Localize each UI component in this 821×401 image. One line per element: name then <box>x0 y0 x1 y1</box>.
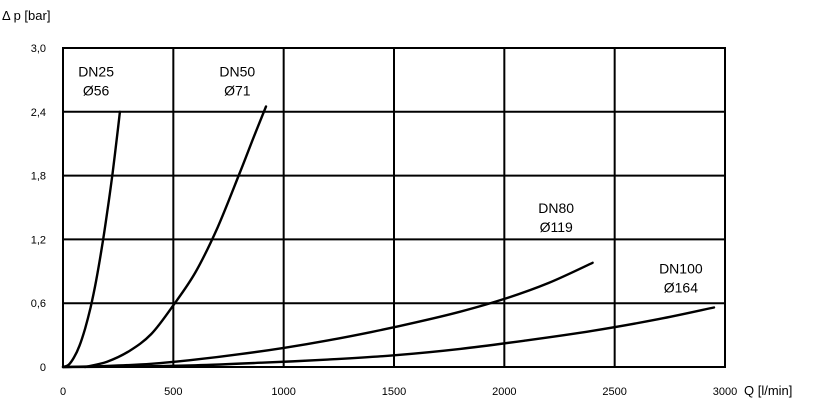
plot-frame <box>62 47 726 368</box>
curve-label-line2: Ø56 <box>83 83 110 99</box>
curve-label-line2: Ø164 <box>664 279 698 295</box>
y-axis-label: Δ p [bar] <box>2 8 50 23</box>
x-tick-label: 2500 <box>602 386 626 398</box>
x-axis-label: Q [l/min] <box>744 383 792 398</box>
x-tick-label: 3000 <box>713 386 737 398</box>
tick-labels: 0 500 1000 1500 2000 2500 3000 0 0,6 1,2 1,8 2,4 3,0 <box>31 43 738 398</box>
curve-dn100 <box>61 306 716 369</box>
x-tick-label: 1000 <box>271 386 295 398</box>
y-tick-label: 0,6 <box>31 298 46 310</box>
curve-label-line1: DN100 <box>659 260 703 276</box>
x-tick-label: 1500 <box>382 386 406 398</box>
curve-dn25 <box>61 110 122 369</box>
x-tick-label: 0 <box>60 386 66 398</box>
x-tick-label: 2000 <box>492 386 516 398</box>
curves <box>61 105 716 369</box>
y-tick-label: 1,2 <box>31 234 46 246</box>
curve-label-line1: DN25 <box>78 64 114 80</box>
curve-label-line1: DN50 <box>219 64 255 80</box>
curve-dn80 <box>61 261 594 369</box>
y-tick-label: 2,4 <box>31 107 46 119</box>
curve-label-line1: DN80 <box>538 200 574 216</box>
curve-label-line2: Ø119 <box>540 219 573 235</box>
y-tick-label: 3,0 <box>31 43 46 55</box>
y-tick-label: 1,8 <box>31 171 46 183</box>
curve-label-line2: Ø71 <box>224 83 251 99</box>
x-tick-label: 500 <box>164 386 182 398</box>
y-tick-label: 0 <box>40 362 46 374</box>
curve-dn50 <box>83 105 268 369</box>
curve-labels: DN25 Ø56 DN50 Ø71 DN80 Ø119 DN100 Ø164 <box>78 64 703 296</box>
